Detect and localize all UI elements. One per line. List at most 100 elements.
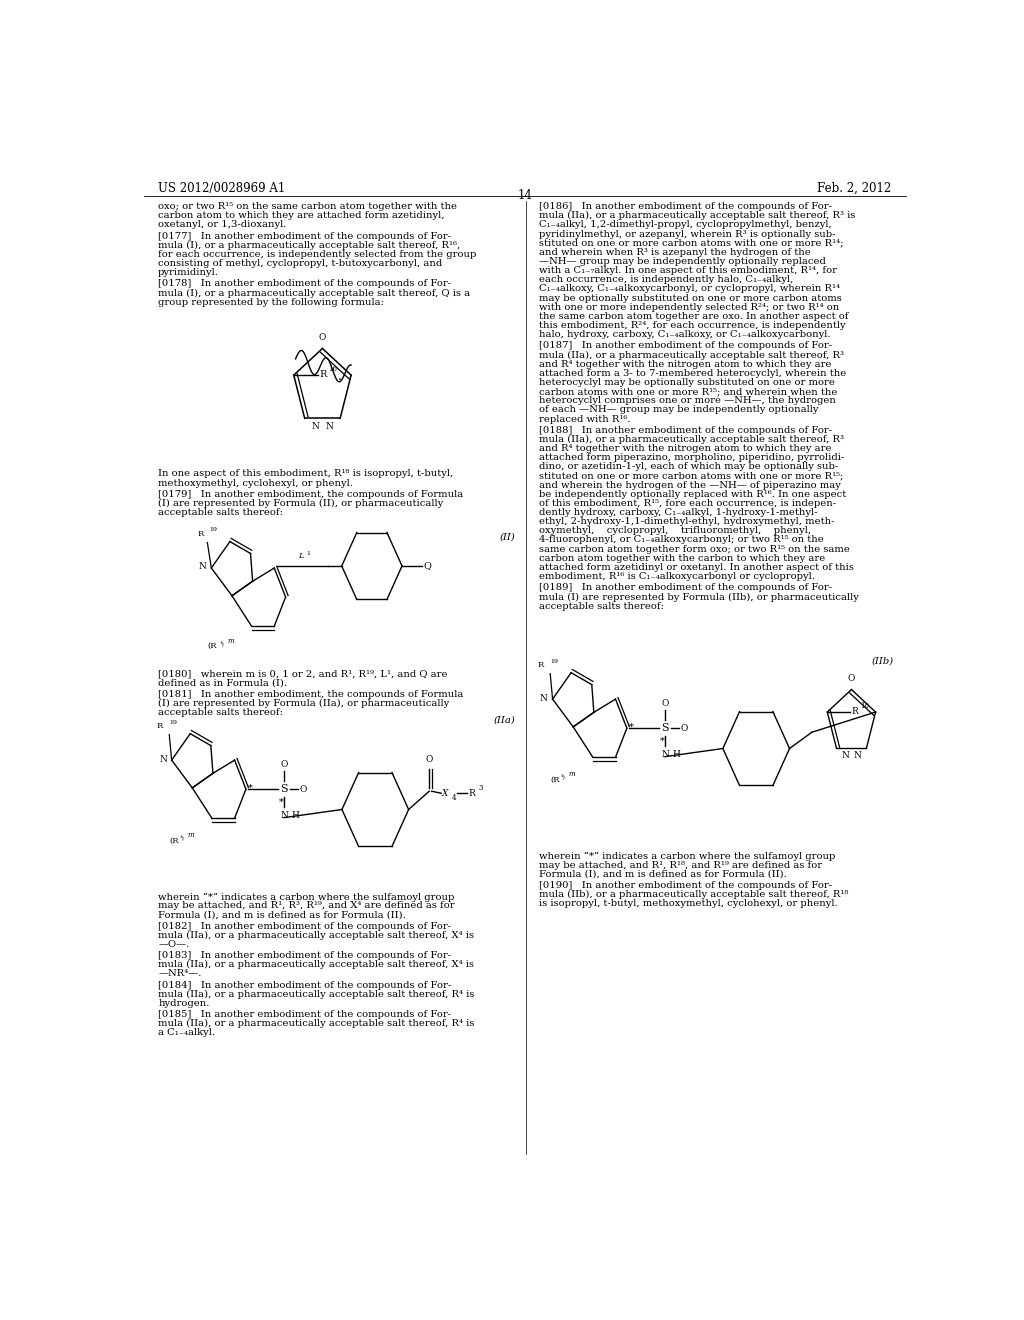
Text: carbon atom to which they are attached form azetidinyl,: carbon atom to which they are attached f…	[158, 211, 444, 220]
Text: 19: 19	[550, 659, 558, 664]
Text: N: N	[159, 755, 167, 763]
Text: R: R	[851, 706, 858, 715]
Text: and wherein the hydrogen of the —NH— of piperazino may: and wherein the hydrogen of the —NH— of …	[539, 480, 841, 490]
Text: the same carbon atom together are oxo. In another aspect of: the same carbon atom together are oxo. I…	[539, 312, 849, 321]
Text: m: m	[187, 832, 195, 840]
Text: N: N	[842, 751, 849, 760]
Text: may be optionally substituted on one or more carbon atoms: may be optionally substituted on one or …	[539, 293, 842, 302]
Text: [0181]   In another embodiment, the compounds of Formula: [0181] In another embodiment, the compou…	[158, 690, 464, 700]
Text: —NR⁴—.: —NR⁴—.	[158, 969, 202, 978]
Text: mula (IIa), or a pharmaceutically acceptable salt thereof, R³: mula (IIa), or a pharmaceutically accept…	[539, 434, 844, 444]
Text: N: N	[311, 422, 318, 432]
Text: O: O	[300, 784, 307, 793]
Text: R: R	[538, 660, 544, 669]
Text: [0188]   In another embodiment of the compounds of For-: [0188] In another embodiment of the comp…	[539, 426, 833, 434]
Text: oxo; or two R¹⁵ on the same carbon atom together with the: oxo; or two R¹⁵ on the same carbon atom …	[158, 202, 457, 211]
Text: [0180]   wherein m is 0, 1 or 2, and R¹, R¹⁹, L¹, and Q are: [0180] wherein m is 0, 1 or 2, and R¹, R…	[158, 669, 447, 678]
Text: Formula (I), and m is defined as for Formula (II).: Formula (I), and m is defined as for For…	[158, 911, 406, 920]
Text: R: R	[157, 722, 163, 730]
Text: O: O	[281, 760, 288, 768]
Text: ¹): ¹)	[560, 774, 565, 779]
Text: 4-fluorophenyl, or C₁₋₄alkoxycarbonyl; or two R¹⁵ on the: 4-fluorophenyl, or C₁₋₄alkoxycarbonyl; o…	[539, 536, 824, 544]
Text: O: O	[662, 698, 669, 708]
Text: (I) are represented by Formula (II), or pharmaceutically: (I) are represented by Formula (II), or …	[158, 499, 443, 508]
Text: mula (IIa), or a pharmaceutically acceptable salt thereof, X⁴ is: mula (IIa), or a pharmaceutically accept…	[158, 931, 474, 940]
Text: O: O	[426, 755, 433, 764]
Text: defined as in Formula (I).: defined as in Formula (I).	[158, 678, 287, 688]
Text: R: R	[319, 370, 327, 379]
Text: is isopropyl, t-butyl, methoxymethyl, cyclohexyl, or phenyl.: is isopropyl, t-butyl, methoxymethyl, cy…	[539, 899, 838, 908]
Text: —O—.: —O—.	[158, 940, 189, 949]
Text: and wherein when R³ is azepanyl the hydrogen of the: and wherein when R³ is azepanyl the hydr…	[539, 248, 811, 257]
Text: may be attached, and R¹, R¹⁸, and R¹⁹ are defined as for: may be attached, and R¹, R¹⁸, and R¹⁹ ar…	[539, 861, 822, 870]
Text: N: N	[281, 810, 288, 820]
Text: Feb. 2, 2012: Feb. 2, 2012	[817, 182, 892, 195]
Text: C₁₋₄alkoxy, C₁₋₄alkoxycarbonyl, or cyclopropyl, wherein R¹⁴: C₁₋₄alkoxy, C₁₋₄alkoxycarbonyl, or cyclo…	[539, 284, 840, 293]
Text: R: R	[469, 789, 476, 797]
Text: O: O	[318, 334, 326, 342]
Text: mula (IIa), or a pharmaceutically acceptable salt thereof, R³ is: mula (IIa), or a pharmaceutically accept…	[539, 211, 855, 220]
Text: 19: 19	[209, 528, 217, 532]
Text: [0190]   In another embodiment of the compounds of For-: [0190] In another embodiment of the comp…	[539, 880, 833, 890]
Text: mula (IIa), or a pharmaceutically acceptable salt thereof, X⁴ is: mula (IIa), or a pharmaceutically accept…	[158, 961, 474, 969]
Text: N: N	[540, 693, 548, 702]
Text: may be attached, and R¹, R³, R¹⁹, and X⁴ are defined as for: may be attached, and R¹, R³, R¹⁹, and X⁴…	[158, 902, 455, 911]
Text: R: R	[198, 529, 204, 537]
Text: [0177]   In another embodiment of the compounds of For-: [0177] In another embodiment of the comp…	[158, 231, 452, 240]
Text: *: *	[280, 797, 284, 807]
Text: oxetanyl, or 1,3-dioxanyl.: oxetanyl, or 1,3-dioxanyl.	[158, 220, 287, 230]
Text: attached form azetidinyl or oxetanyl. In another aspect of this: attached form azetidinyl or oxetanyl. In…	[539, 562, 854, 572]
Text: H: H	[672, 750, 680, 759]
Text: N: N	[662, 750, 669, 759]
Text: replaced with R¹⁶.: replaced with R¹⁶.	[539, 414, 631, 424]
Text: [0184]   In another embodiment of the compounds of For-: [0184] In another embodiment of the comp…	[158, 981, 452, 990]
Text: acceptable salts thereof:: acceptable salts thereof:	[539, 602, 665, 611]
Text: mula (IIa), or a pharmaceutically acceptable salt thereof, R⁴ is: mula (IIa), or a pharmaceutically accept…	[158, 990, 474, 999]
Text: (IIa): (IIa)	[494, 715, 515, 725]
Text: consisting of methyl, cyclopropyl, t-butoxycarbonyl, and: consisting of methyl, cyclopropyl, t-but…	[158, 259, 442, 268]
Text: C₁₋₄alkyl, 1,2-dimethyl-propyl, cyclopropylmethyl, benzyl,: C₁₋₄alkyl, 1,2-dimethyl-propyl, cyclopro…	[539, 220, 831, 230]
Text: N: N	[854, 751, 861, 760]
Text: be independently optionally replaced with R¹⁶. In one aspect: be independently optionally replaced wit…	[539, 490, 846, 499]
Text: dently hydroxy, carboxy, C₁₋₄alkyl, 1-hydroxy-1-methyl-: dently hydroxy, carboxy, C₁₋₄alkyl, 1-hy…	[539, 508, 817, 517]
Text: this embodiment, R²⁴, for each occurrence, is independently: this embodiment, R²⁴, for each occurrenc…	[539, 321, 846, 330]
Text: (IIb): (IIb)	[871, 656, 894, 665]
Text: In one aspect of this embodiment, R¹⁸ is isopropyl, t-butyl,: In one aspect of this embodiment, R¹⁸ is…	[158, 470, 454, 478]
Text: 14: 14	[517, 189, 532, 202]
Text: carbon atom together with the carbon to which they are: carbon atom together with the carbon to …	[539, 554, 825, 562]
Text: N: N	[199, 562, 207, 572]
Text: of each —NH— group may be independently optionally: of each —NH— group may be independently …	[539, 405, 818, 414]
Text: mula (I), or a pharmaceutically acceptable salt thereof, R¹⁶,: mula (I), or a pharmaceutically acceptab…	[158, 240, 461, 249]
Text: and R⁴ together with the nitrogen atom to which they are: and R⁴ together with the nitrogen atom t…	[539, 444, 831, 453]
Text: heterocyclyl comprises one or more —NH—, the hydrogen: heterocyclyl comprises one or more —NH—,…	[539, 396, 836, 405]
Text: Q: Q	[424, 561, 431, 570]
Text: N: N	[326, 422, 334, 432]
Text: S: S	[662, 723, 669, 733]
Text: oxymethyl,    cyclopropyl,    trifluoromethyl,    phenyl,: oxymethyl, cyclopropyl, trifluoromethyl,…	[539, 527, 811, 536]
Text: O: O	[681, 723, 688, 733]
Text: each occurrence, is independently halo, C₁₋₄alkyl,: each occurrence, is independently halo, …	[539, 276, 794, 284]
Text: ¹): ¹)	[179, 834, 184, 841]
Text: 4: 4	[452, 795, 456, 803]
Text: (R: (R	[169, 837, 179, 845]
Text: hydrogen.: hydrogen.	[158, 999, 210, 1008]
Text: mula (IIa), or a pharmaceutically acceptable salt thereof, R⁴ is: mula (IIa), or a pharmaceutically accept…	[158, 1019, 474, 1028]
Text: carbon atoms with one or more R¹⁵; and wherein when the: carbon atoms with one or more R¹⁵; and w…	[539, 387, 838, 396]
Text: (R: (R	[550, 775, 560, 783]
Text: mula (I) are represented by Formula (IIb), or pharmaceutically: mula (I) are represented by Formula (IIb…	[539, 593, 859, 602]
Text: acceptable salts thereof:: acceptable salts thereof:	[158, 508, 284, 517]
Text: [0186]   In another embodiment of the compounds of For-: [0186] In another embodiment of the comp…	[539, 202, 833, 211]
Text: and R⁴ together with the nitrogen atom to which they are: and R⁴ together with the nitrogen atom t…	[539, 359, 831, 368]
Text: 19: 19	[169, 719, 177, 725]
Text: H: H	[291, 810, 299, 820]
Text: m: m	[228, 638, 234, 645]
Text: wherein “*” indicates a carbon where the sulfamoyl group: wherein “*” indicates a carbon where the…	[539, 851, 836, 861]
Text: [0187]   In another embodiment of the compounds of For-: [0187] In another embodiment of the comp…	[539, 342, 833, 350]
Text: attached form a 3- to 7-membered heterocyclyl, wherein the: attached form a 3- to 7-membered heteroc…	[539, 368, 846, 378]
Text: [0189]   In another embodiment of the compounds of For-: [0189] In another embodiment of the comp…	[539, 583, 833, 593]
Text: stituted on one or more carbon atoms with one or more R¹⁵;: stituted on one or more carbon atoms wit…	[539, 471, 844, 480]
Text: pyrimidinyl.: pyrimidinyl.	[158, 268, 219, 277]
Text: methoxymethyl, cyclohexyl, or phenyl.: methoxymethyl, cyclohexyl, or phenyl.	[158, 479, 353, 487]
Text: a C₁₋₄alkyl.: a C₁₋₄alkyl.	[158, 1028, 215, 1038]
Text: *: *	[248, 784, 253, 793]
